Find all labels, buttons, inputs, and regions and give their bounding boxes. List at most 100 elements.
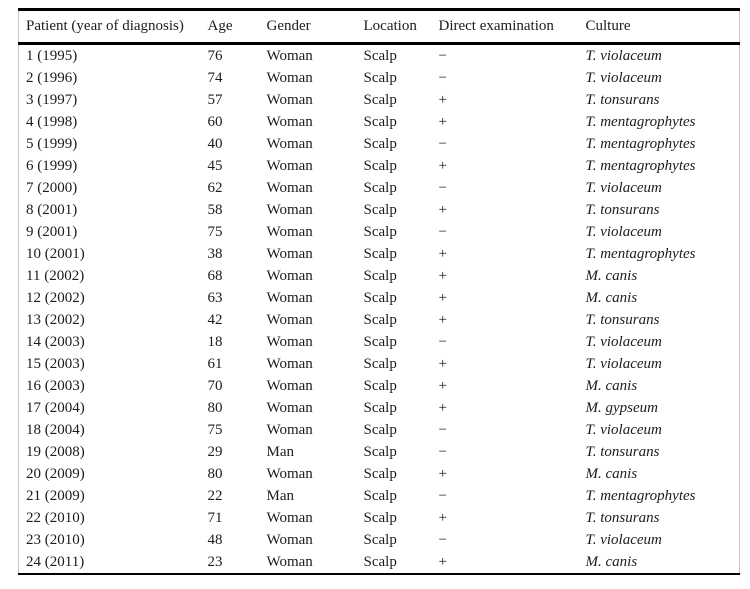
- cell-culture: T. violaceum: [585, 532, 662, 548]
- cell-patient: 22 (2010): [26, 510, 85, 526]
- cell-culture: M. canis: [585, 268, 638, 284]
- cell-age: 70: [207, 378, 223, 394]
- cell-location: Scalp: [363, 378, 397, 394]
- cell-location: Scalp: [363, 422, 397, 438]
- cell-age: 38: [207, 246, 223, 262]
- cell-culture: T. violaceum: [585, 70, 662, 86]
- cell-location: Scalp: [363, 290, 397, 306]
- cell-age: 45: [207, 158, 223, 174]
- cell-gender: Woman: [266, 400, 313, 416]
- cell-direct-examination: −: [438, 180, 447, 196]
- cell-direct-examination: +: [438, 202, 447, 218]
- cell-direct-examination: +: [438, 378, 447, 394]
- cell-culture: M. canis: [585, 378, 638, 394]
- cell-location: Scalp: [363, 466, 397, 482]
- cell-culture: T. violaceum: [585, 48, 662, 64]
- cell-age: 40: [207, 136, 223, 152]
- cell-gender: Woman: [266, 246, 313, 262]
- cell-location: Scalp: [363, 510, 397, 526]
- cell-location: Scalp: [363, 92, 397, 108]
- table-row: 18 (2004) 75 Woman Scalp − T. violaceum: [19, 419, 740, 441]
- cell-location: Scalp: [363, 224, 397, 240]
- patients-table: Patient (year of diagnosis) Age Gender L…: [18, 8, 740, 575]
- cell-gender: Woman: [266, 158, 313, 174]
- cell-patient: 9 (2001): [26, 224, 78, 240]
- table-row: 10 (2001) 38 Woman Scalp + T. mentagroph…: [19, 243, 740, 265]
- cell-culture: T. mentagrophytes: [585, 136, 696, 152]
- cell-patient: 7 (2000): [26, 180, 78, 196]
- cell-location: Scalp: [363, 158, 397, 174]
- cell-age: 74: [207, 70, 223, 86]
- cell-culture: T. mentagrophytes: [585, 114, 696, 130]
- col-header-gender: Gender: [259, 9, 357, 45]
- table-row: 22 (2010) 71 Woman Scalp + T. tonsurans: [19, 507, 740, 529]
- cell-culture: M. canis: [585, 290, 638, 306]
- table-row: 19 (2008) 29 Man Scalp − T. tonsurans: [19, 441, 740, 463]
- cell-direct-examination: +: [438, 92, 447, 108]
- cell-patient: 1 (1995): [26, 48, 78, 64]
- cell-direct-examination: −: [438, 136, 447, 152]
- cell-location: Scalp: [363, 334, 397, 350]
- cell-direct-examination: +: [438, 466, 447, 482]
- cell-culture: T. mentagrophytes: [585, 158, 696, 174]
- cell-location: Scalp: [363, 532, 397, 548]
- table-row: 4 (1998) 60 Woman Scalp + T. mentagrophy…: [19, 111, 740, 133]
- cell-gender: Woman: [266, 378, 313, 394]
- table-row: 1 (1995) 76 Woman Scalp − T. violaceum: [19, 44, 740, 68]
- cell-location: Scalp: [363, 202, 397, 218]
- cell-location: Scalp: [363, 554, 397, 570]
- cell-patient: 21 (2009): [26, 488, 85, 504]
- cell-direct-examination: +: [438, 510, 447, 526]
- cell-culture: T. mentagrophytes: [585, 488, 696, 504]
- cell-culture: T. tonsurans: [585, 92, 660, 108]
- cell-age: 42: [207, 312, 223, 328]
- cell-patient: 3 (1997): [26, 92, 78, 108]
- cell-direct-examination: +: [438, 158, 447, 174]
- cell-gender: Man: [266, 488, 295, 504]
- cell-gender: Woman: [266, 466, 313, 482]
- cell-direct-examination: +: [438, 356, 447, 372]
- cell-culture: T. violaceum: [585, 224, 662, 240]
- cell-gender: Woman: [266, 70, 313, 86]
- cell-location: Scalp: [363, 48, 397, 64]
- table-row: 12 (2002) 63 Woman Scalp + M. canis: [19, 287, 740, 309]
- cell-direct-examination: +: [438, 290, 447, 306]
- cell-location: Scalp: [363, 180, 397, 196]
- table-row: 23 (2010) 48 Woman Scalp − T. violaceum: [19, 529, 740, 551]
- cell-patient: 16 (2003): [26, 378, 85, 394]
- cell-direct-examination: +: [438, 114, 447, 130]
- table-row: 24 (2011) 23 Woman Scalp + M. canis: [19, 551, 740, 574]
- cell-direct-examination: −: [438, 422, 447, 438]
- cell-direct-examination: +: [438, 312, 447, 328]
- cell-location: Scalp: [363, 268, 397, 284]
- cell-location: Scalp: [363, 312, 397, 328]
- cell-direct-examination: −: [438, 224, 447, 240]
- cell-age: 80: [207, 466, 223, 482]
- cell-gender: Woman: [266, 356, 313, 372]
- cell-gender: Woman: [266, 268, 313, 284]
- cell-gender: Woman: [266, 312, 313, 328]
- cell-culture: M. gypseum: [585, 400, 658, 416]
- table-row: 7 (2000) 62 Woman Scalp − T. violaceum: [19, 177, 740, 199]
- cell-gender: Woman: [266, 180, 313, 196]
- cell-direct-examination: +: [438, 554, 447, 570]
- cell-age: 75: [207, 422, 223, 438]
- table-body: 1 (1995) 76 Woman Scalp − T. violaceum 2…: [19, 44, 740, 575]
- cell-age: 76: [207, 48, 223, 64]
- cell-patient: 23 (2010): [26, 532, 85, 548]
- cell-culture: T. violaceum: [585, 422, 662, 438]
- cell-patient: 8 (2001): [26, 202, 78, 218]
- cell-age: 29: [207, 444, 223, 460]
- cell-location: Scalp: [363, 246, 397, 262]
- table-row: 13 (2002) 42 Woman Scalp + T. tonsurans: [19, 309, 740, 331]
- cell-culture: M. canis: [585, 554, 638, 570]
- cell-age: 61: [207, 356, 223, 372]
- cell-gender: Woman: [266, 422, 313, 438]
- table-row: 20 (2009) 80 Woman Scalp + M. canis: [19, 463, 740, 485]
- cell-age: 60: [207, 114, 223, 130]
- cell-gender: Woman: [266, 554, 313, 570]
- cell-direct-examination: −: [438, 488, 447, 504]
- cell-patient: 4 (1998): [26, 114, 78, 130]
- cell-gender: Woman: [266, 202, 313, 218]
- cell-gender: Man: [266, 444, 295, 460]
